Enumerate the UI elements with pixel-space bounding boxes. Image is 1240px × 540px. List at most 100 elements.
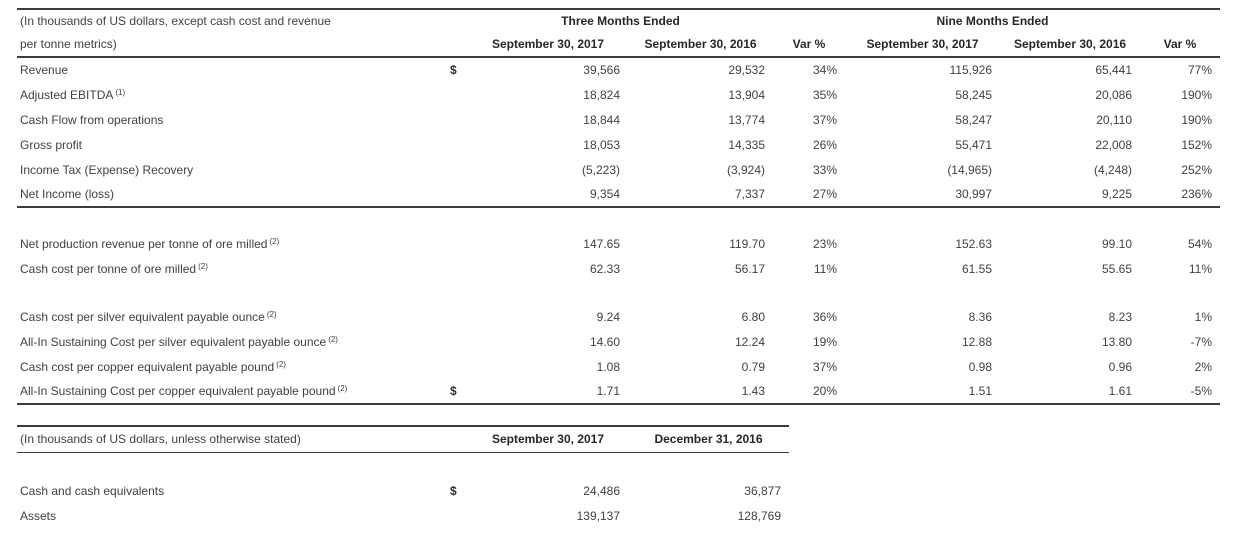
table2-header: (In thousands of US dollars, unless othe… [17, 426, 789, 453]
cell-value: -5% [1140, 379, 1221, 405]
cell-value: 0.98 [968, 359, 993, 374]
cell-value: 252% [1181, 162, 1213, 177]
cell-value: 115,926 [949, 63, 993, 77]
footnote-reference: (2) [198, 261, 208, 271]
cell-value: 23% [812, 236, 838, 251]
table1-caption-line1: (In thousands of US dollars, except cash… [20, 13, 331, 28]
currency-symbol: $ [450, 63, 457, 77]
cell-value: 147.65 [583, 236, 620, 251]
row-label-text: Cash cost per copper equivalent payable … [20, 359, 275, 374]
currency-symbol [448, 231, 468, 256]
per-tonne-metrics-section: Net production revenue per tonne of ore … [17, 231, 1220, 281]
cell-value: 1.71 [468, 379, 628, 405]
cell-value: 6.80 [741, 309, 766, 324]
footnote-reference: (2) [266, 309, 277, 319]
row-label-text: Assets [20, 509, 57, 523]
cell-value: (4,248) [1093, 162, 1133, 177]
row-label-text: Net Income (loss) [20, 187, 115, 201]
cell-value: 0.79 [741, 359, 766, 374]
balance-sheet-table: (In thousands of US dollars, unless othe… [17, 425, 789, 529]
cell-value: 9,225 [1000, 182, 1141, 208]
section-gap [17, 281, 1220, 304]
row-label: Income Tax (Expense) Recovery [17, 157, 448, 182]
row-label: Net production revenue per tonne of ore … [17, 231, 448, 256]
cell-value: -7% [1190, 334, 1213, 349]
currency-symbol [448, 329, 468, 354]
table-row: Income Tax (Expense) Recovery (5,223) (3,9… [17, 157, 1220, 182]
cell-value: 18,844 [583, 112, 620, 127]
row-label: Cash cost per copper equivalent payable … [17, 354, 448, 379]
footnote-reference: (2) [276, 359, 286, 369]
currency-symbol [448, 182, 468, 208]
cell-value: 58,247 [955, 112, 993, 127]
cell-value: 190% [1181, 87, 1213, 102]
table-row: Cash cost per copper equivalent payable … [17, 354, 1220, 379]
table-row: Cash Flow from operations 18,844 13,774 37%… [17, 107, 1220, 132]
income-statement-section: Revenue $39,566 29,532 34% 115,926 65,441 77% A… [17, 57, 1221, 208]
row-label-text: Income Tax (Expense) Recovery [20, 162, 194, 177]
column-header-9m-var: Var % [1140, 31, 1221, 58]
table1-header: (In thousands of US dollars, except cash… [17, 9, 1221, 58]
footnote-reference: (2) [337, 384, 348, 393]
cell-value: 61.55 [961, 261, 993, 276]
quarterly-results-table: (In thousands of US dollars, except cash… [17, 8, 1221, 405]
cell-value: 14,335 [728, 137, 766, 152]
cell-value: 39,566 [583, 63, 620, 77]
table1-caption-line2: per tonne metrics) [17, 31, 448, 58]
cell-value: 152% [1181, 137, 1213, 152]
cell-value: 22,008 [1095, 137, 1133, 152]
cell-value: 13,774 [728, 112, 766, 127]
table-row: Net Income (loss) 9,354 7,337 27% 30,997 9,22… [17, 182, 1221, 208]
row-label-text: All-In Sustaining Cost per silver equiva… [20, 334, 327, 349]
row-label: All-In Sustaining Cost per silver equiva… [17, 329, 448, 354]
cell-value: 11% [813, 261, 838, 276]
table-row: Adjusted EBITDA (1) 18,824 13,904 35% 58,245 2… [17, 82, 1220, 107]
cell-value: 33% [812, 162, 838, 177]
group-header-three-months-ended: Three Months Ended [561, 13, 680, 28]
cell-value: 20,110 [1096, 112, 1133, 127]
balance-sheet-rows: Cash and cash equivalents $24,486 36,877 As… [17, 479, 789, 529]
row-label: Net Income (loss) [17, 182, 448, 208]
cell-value: 8.23 [1108, 309, 1133, 324]
column-header-3m-sep-2017: September 30, 2017 [468, 31, 628, 58]
section-gap [17, 452, 789, 479]
table-row: Cash cost per tonne of ore milled (2) 62.3… [17, 256, 1220, 281]
row-label-text: Net production revenue per tonne of ore … [20, 236, 268, 251]
cell-value: (3,924) [726, 162, 766, 177]
cell-value: 11% [1188, 261, 1213, 276]
cell-value: 9,354 [468, 182, 628, 208]
cell-value: 36,877 [744, 484, 781, 498]
row-label: Cash cost per tonne of ore milled (2) [17, 256, 448, 281]
currency-symbol: $ [450, 484, 457, 498]
cell-value: 55,471 [955, 137, 993, 152]
cell-value: 12.88 [961, 334, 993, 349]
cell-value: 29,532 [728, 63, 766, 77]
spacer-cell [448, 31, 468, 58]
cell-value: 99.10 [1101, 236, 1133, 251]
cell-value: 77% [1187, 63, 1213, 77]
cell-value: 128,769 [737, 509, 781, 523]
currency-symbol: $ [448, 379, 468, 405]
cell-value: 26% [812, 137, 838, 152]
cell-value: 236% [1140, 182, 1221, 208]
cell-value: 7,337 [628, 182, 774, 208]
cell-value: 37% [812, 112, 838, 127]
cell-value: 9.24 [596, 309, 620, 324]
currency-symbol [448, 82, 468, 107]
currency-symbol [448, 132, 468, 157]
spacer-cell [448, 426, 468, 453]
cell-value: 8.36 [968, 309, 993, 324]
currency-symbol [448, 354, 468, 379]
table-row: Revenue $39,566 29,532 34% 115,926 65,441 77% [17, 57, 1220, 82]
table-row: All-In Sustaining Cost per copper equiva… [17, 379, 1221, 405]
cell-value: 119.70 [729, 236, 766, 251]
cell-value: 2% [1194, 359, 1213, 374]
cell-value: 18,824 [583, 87, 620, 102]
financial-summary-page: (In thousands of US dollars, except cash… [17, 8, 1221, 529]
row-label: All-In Sustaining Cost per copper equiva… [17, 379, 448, 405]
cell-value: 19% [812, 334, 838, 349]
spacer-cell [1140, 9, 1220, 31]
currency-symbol [448, 504, 468, 529]
cell-value: 62.33 [589, 261, 620, 276]
column-header-3m-sep-2016: September 30, 2016 [628, 31, 774, 58]
